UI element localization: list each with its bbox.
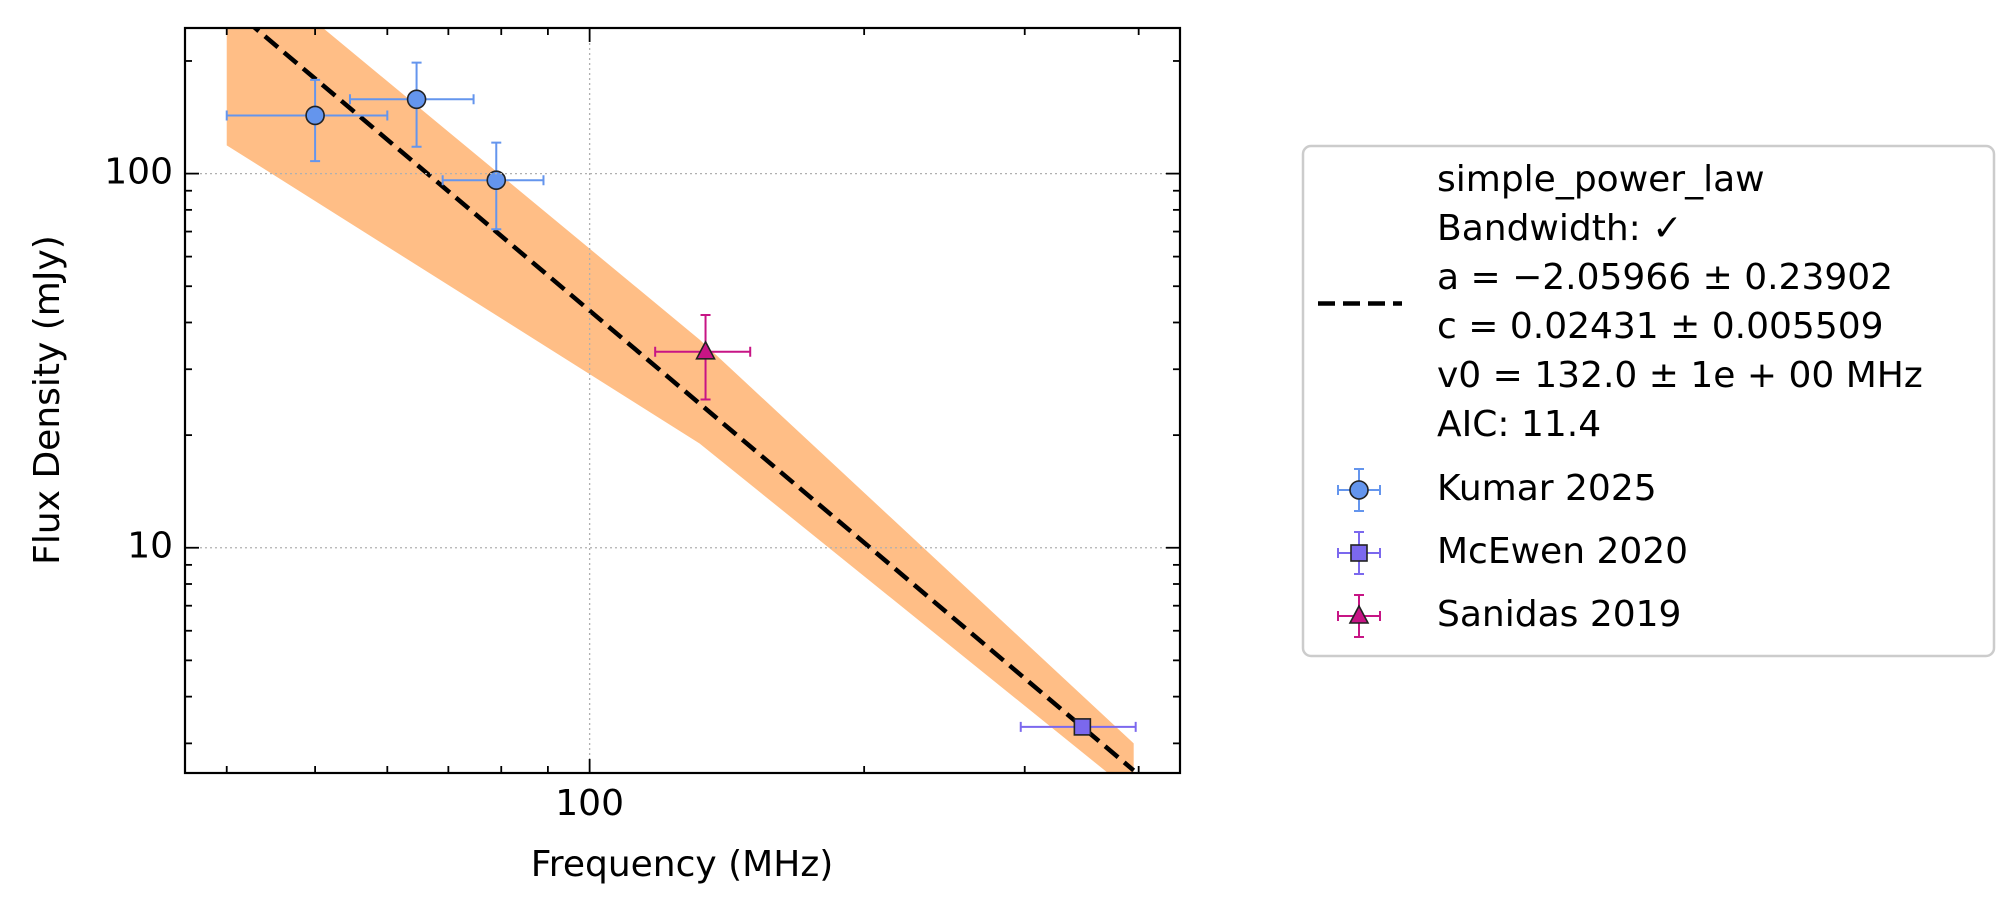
legend-label: simple_power_law [1437,159,1765,200]
x-tick-label: 100 [555,783,624,824]
marker [305,105,325,126]
legend-label: AIC: 11.4 [1437,404,1601,445]
marker [695,340,716,360]
legend-marker [1350,544,1368,562]
marker [486,170,507,191]
y-tick-label: 10 [127,526,173,567]
plot-area [225,28,1137,773]
y-tick-label: 100 [104,152,173,193]
marker [406,89,427,110]
legend-label: Bandwidth: ✓ [1437,208,1682,249]
marker [1073,718,1092,736]
legend-label: Kumar 2025 [1437,468,1657,509]
legend-label: c = 0.02431 ± 0.005509 [1437,306,1884,347]
legend [1301,144,1996,658]
fit-band [226,28,1134,773]
legend-label: v0 = 132.0 ± 1e + 00 MHz [1437,355,1923,396]
legend-label: a = −2.05966 ± 0.23902 [1437,257,1893,298]
legend-marker [1349,480,1369,500]
legend-label: Sanidas 2019 [1437,594,1681,635]
y-axis-label: Flux Density (mJy) [27,235,68,565]
x-axis-label: Frequency (MHz) [531,844,834,885]
error-bar [225,78,389,163]
legend-marker [1348,604,1370,624]
legend-label: McEwen 2020 [1437,531,1688,572]
axes-frame [183,26,1182,775]
error-bar [348,61,475,148]
fit-line [251,28,1136,773]
